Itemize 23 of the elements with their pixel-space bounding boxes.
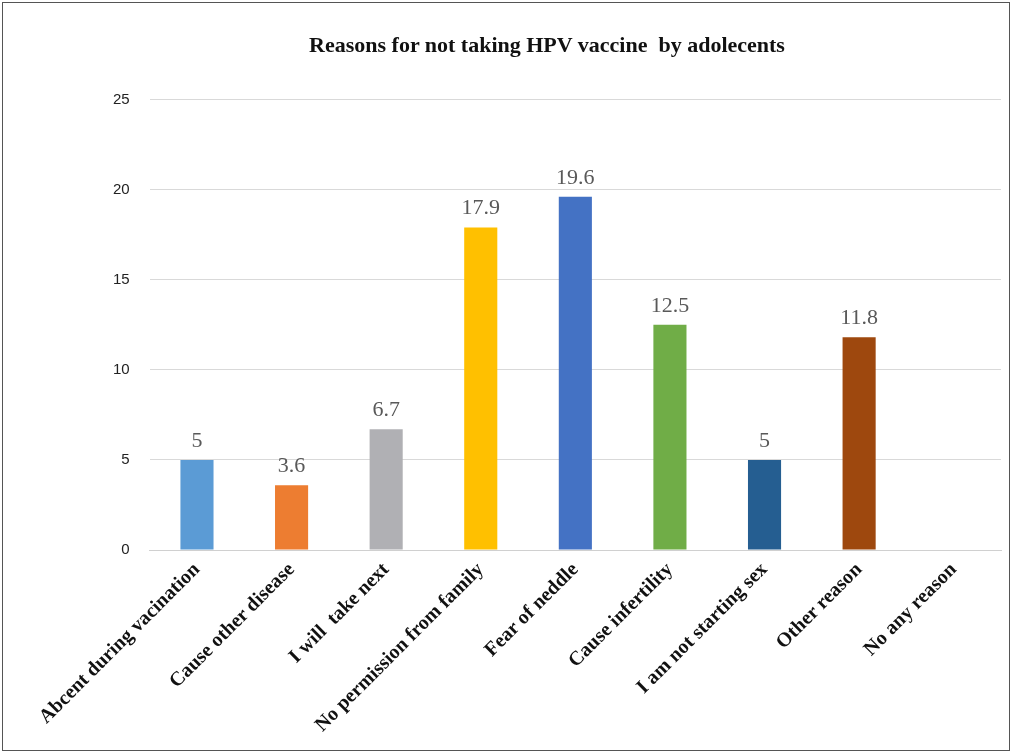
data-label: 5: [759, 426, 771, 452]
bar: [369, 429, 403, 550]
data-label: 19.6: [556, 163, 595, 189]
y-tick-label: 15: [113, 269, 130, 287]
bar: [842, 337, 876, 550]
y-tick-label: 20: [113, 179, 130, 197]
data-label: 6.7: [372, 396, 400, 422]
data-label: 17.9: [461, 194, 500, 220]
bar: [558, 196, 592, 550]
chart-title: Reasons for not taking HPV vaccine by adolecents: [309, 31, 786, 57]
y-tick-label: 0: [121, 540, 130, 558]
bar: [464, 227, 498, 550]
bar: [653, 324, 687, 550]
bar: [275, 485, 309, 550]
y-tick-label: 5: [121, 450, 130, 468]
y-tick-label: 25: [113, 89, 130, 107]
data-label: 12.5: [650, 291, 690, 317]
data-label: 3.6: [277, 451, 306, 477]
data-label: 5: [191, 426, 203, 452]
bar: [747, 459, 782, 550]
data-label: 11.8: [840, 304, 878, 330]
y-tick-label: 10: [113, 359, 130, 377]
bar: [180, 459, 214, 550]
